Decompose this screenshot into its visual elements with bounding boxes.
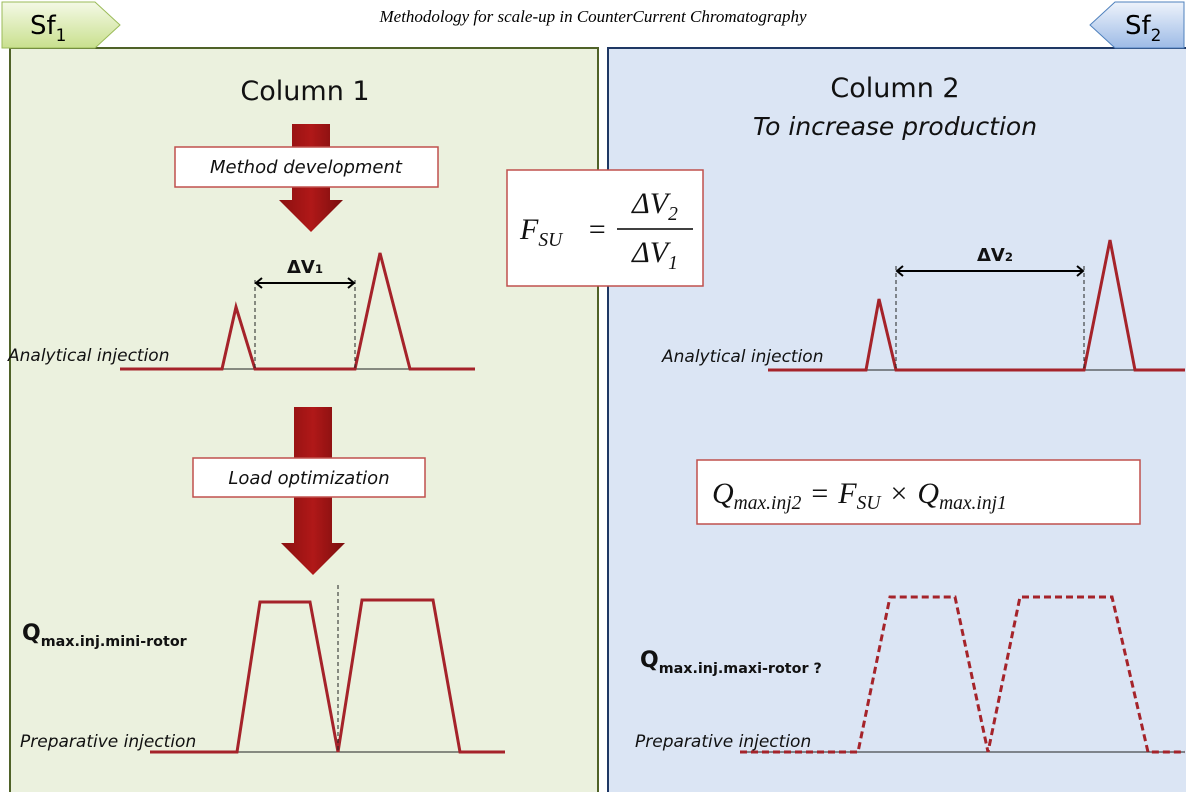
text-part: Sf	[30, 11, 57, 41]
formula-num: ΔV2	[631, 187, 678, 225]
chromatogram	[120, 252, 475, 371]
formula2: Qmax.inj2 = FSU × Qmax.inj1	[712, 477, 1007, 514]
formula-lhs: FSU	[519, 213, 564, 251]
text-part: 2	[1005, 250, 1013, 264]
text-part: Sf	[1125, 11, 1152, 41]
column-title: Column 1	[240, 76, 369, 107]
text-part: =	[811, 477, 828, 510]
text-part: F	[837, 477, 857, 510]
column-subtitle: To increase production	[753, 112, 1037, 141]
step-label: Load optimization	[228, 468, 389, 489]
text-part: 2	[1151, 25, 1162, 45]
formula-den: ΔV1	[631, 236, 678, 274]
text-part: 1	[56, 25, 67, 45]
text-part: max.inj2	[734, 493, 802, 514]
chromatogram	[740, 595, 1185, 754]
step-box	[192, 457, 426, 498]
delta-arrow	[254, 277, 356, 289]
text-part: Q	[712, 477, 734, 510]
text-part: 1	[315, 262, 323, 276]
q-label: Qmax.inj.maxi-rotor ?	[640, 648, 822, 677]
text-part: SU	[538, 230, 564, 251]
text-part: ΔV	[287, 257, 315, 278]
text-part: max.inj1	[939, 493, 1007, 514]
delta-arrow	[895, 265, 1085, 277]
text-part: SU	[857, 493, 883, 514]
formula-op: =	[587, 213, 607, 246]
text-part: ΔV	[631, 236, 672, 269]
text-part: 2	[668, 204, 678, 225]
text-part: F	[519, 213, 539, 246]
chromatogram	[150, 598, 505, 754]
text-part: ΔV	[631, 187, 672, 220]
step-label: Method development	[210, 157, 403, 178]
text-part: max.inj.mini-rotor	[41, 634, 188, 650]
tag-label: Sf1	[30, 11, 66, 45]
tag-label: Sf2	[1125, 11, 1161, 45]
formula-box	[696, 459, 1141, 525]
formula-box	[506, 169, 704, 287]
preparative-label: Preparative injection	[635, 732, 811, 752]
q-label: Qmax.inj.mini-rotor	[22, 621, 188, 650]
text-part: Q	[22, 621, 41, 646]
chromatogram	[768, 239, 1185, 372]
text-part: ΔV	[977, 245, 1005, 266]
column2-panel	[607, 47, 1186, 792]
analytical-label: Analytical injection	[661, 347, 823, 367]
text-part: Q	[917, 477, 939, 510]
text-part: Q	[640, 648, 659, 673]
preparative-label: Preparative injection	[20, 732, 196, 752]
delta-label: ΔV1	[287, 257, 323, 278]
text-part: 1	[668, 253, 678, 274]
tag-shape	[1089, 1, 1185, 49]
title: Methodology for scale-up in CounterCurre…	[378, 7, 806, 26]
step-box	[174, 146, 439, 188]
text-part: ×	[890, 477, 907, 510]
column-title: Column 2	[830, 73, 959, 104]
tag-shape	[1, 1, 121, 49]
text-part: max.inj.maxi-rotor ?	[659, 661, 822, 677]
delta-label: ΔV2	[977, 245, 1013, 266]
analytical-label: Analytical injection	[7, 346, 169, 366]
